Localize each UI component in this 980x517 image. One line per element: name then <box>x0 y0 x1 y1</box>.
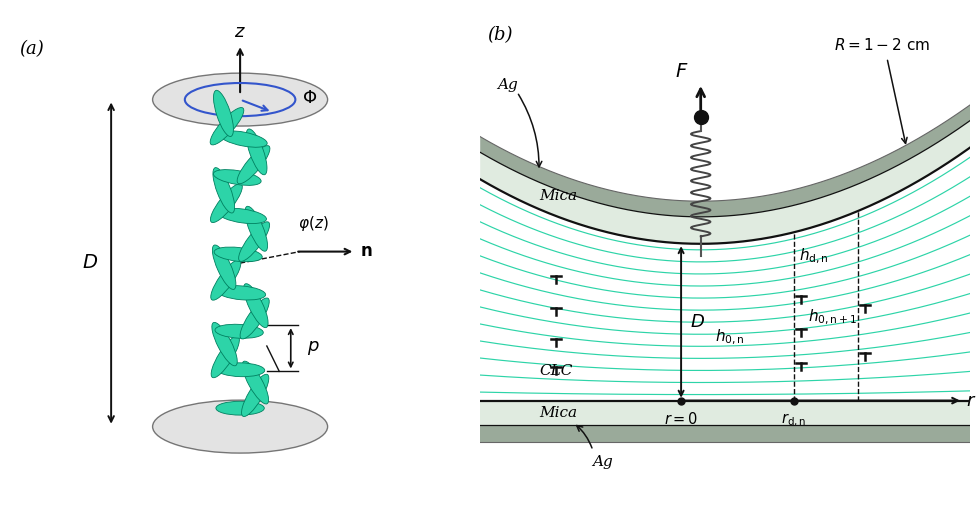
Text: $h_{0,\rm n}$: $h_{0,\rm n}$ <box>715 327 745 347</box>
Text: $R = 1 - 2\ {\rm cm}$: $R = 1 - 2\ {\rm cm}$ <box>834 37 930 53</box>
Ellipse shape <box>212 323 237 366</box>
Text: CLC: CLC <box>539 364 572 378</box>
Polygon shape <box>480 120 970 244</box>
Text: $\varphi(z)$: $\varphi(z)$ <box>299 214 329 233</box>
Ellipse shape <box>211 336 239 378</box>
Ellipse shape <box>241 374 269 417</box>
Ellipse shape <box>211 260 241 300</box>
Text: $D$: $D$ <box>690 313 705 331</box>
Ellipse shape <box>153 400 327 453</box>
Ellipse shape <box>153 73 327 126</box>
Ellipse shape <box>238 222 270 262</box>
Text: Mica: Mica <box>539 406 577 420</box>
Ellipse shape <box>215 247 263 262</box>
Ellipse shape <box>213 245 236 290</box>
Ellipse shape <box>245 206 268 251</box>
Polygon shape <box>480 105 970 217</box>
Ellipse shape <box>237 146 270 184</box>
Text: $D$: $D$ <box>82 254 98 272</box>
Text: $z$: $z$ <box>234 23 246 41</box>
Ellipse shape <box>246 129 267 175</box>
Text: (b): (b) <box>488 26 514 44</box>
Ellipse shape <box>242 361 269 404</box>
Ellipse shape <box>217 363 265 377</box>
Text: $r_{\rm d,n}$: $r_{\rm d,n}$ <box>781 412 807 429</box>
Text: $F$: $F$ <box>675 63 688 81</box>
Polygon shape <box>480 425 970 442</box>
Ellipse shape <box>210 108 244 145</box>
Text: (a): (a) <box>19 40 44 58</box>
Ellipse shape <box>213 168 234 213</box>
Text: Mica: Mica <box>539 189 577 203</box>
Text: $\Phi$: $\Phi$ <box>302 89 318 107</box>
Text: $h_{0,\rm n+1}$: $h_{0,\rm n+1}$ <box>808 308 858 327</box>
Text: $\mathbf{n}$: $\mathbf{n}$ <box>360 243 372 260</box>
Ellipse shape <box>214 90 233 136</box>
Text: $h_{\rm d,n}$: $h_{\rm d,n}$ <box>799 247 828 266</box>
Ellipse shape <box>211 184 242 223</box>
Text: $r$: $r$ <box>966 391 977 409</box>
Ellipse shape <box>219 208 267 223</box>
Text: Ag: Ag <box>592 455 613 469</box>
Text: $p$: $p$ <box>307 339 319 357</box>
Ellipse shape <box>220 131 268 147</box>
Ellipse shape <box>218 286 266 300</box>
Ellipse shape <box>240 298 270 339</box>
Ellipse shape <box>244 284 269 328</box>
Polygon shape <box>480 401 970 425</box>
Text: Ag: Ag <box>497 78 517 92</box>
Text: $r = 0$: $r = 0$ <box>663 412 699 428</box>
Ellipse shape <box>214 170 261 186</box>
Ellipse shape <box>216 401 265 415</box>
Ellipse shape <box>215 324 264 338</box>
